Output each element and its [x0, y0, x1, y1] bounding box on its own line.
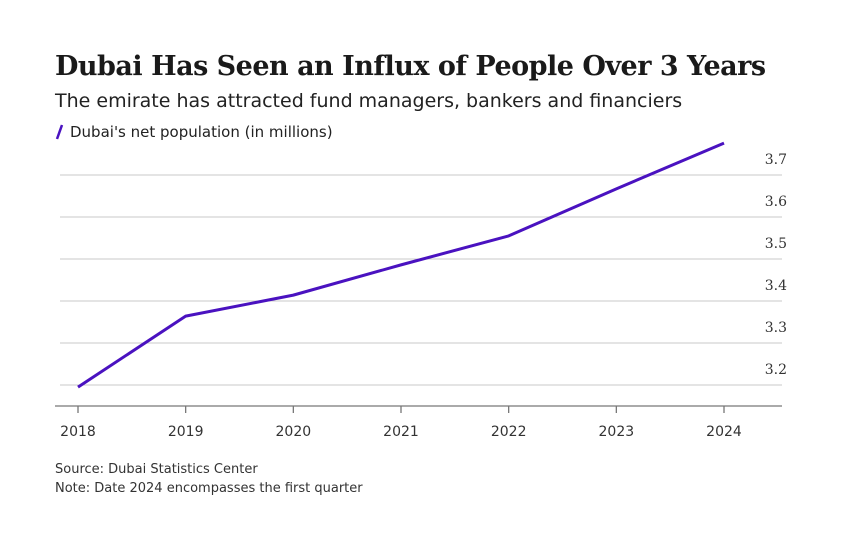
y-tick-label: 3.5	[765, 236, 787, 252]
y-tick-label: 3.6	[765, 194, 787, 210]
x-tick-label: 2023	[599, 424, 635, 440]
x-tick-label: 2019	[168, 424, 204, 440]
chart-subtitle: The emirate has attracted fund managers,…	[54, 90, 682, 112]
x-tick-label: 2022	[491, 424, 527, 440]
legend-swatch	[55, 124, 64, 140]
y-tick-label: 3.4	[765, 278, 787, 294]
data-line	[77, 141, 725, 389]
y-tick-label: 3.7	[765, 152, 787, 168]
footnote: Note: Date 2024 encompasses the first qu…	[55, 481, 363, 496]
x-tick-label: 2024	[706, 424, 742, 440]
y-tick-label: 3.2	[765, 362, 787, 378]
source-note: Source: Dubai Statistics Center	[55, 462, 258, 477]
x-tick-label: 2018	[60, 424, 96, 440]
x-tick-label: 2021	[383, 424, 419, 440]
x-tick-label: 2020	[276, 424, 312, 440]
y-tick-label: 3.3	[765, 320, 787, 336]
chart-title: Dubai Has Seen an Influx of People Over …	[55, 51, 766, 82]
legend-label: Dubai's net population (in millions)	[70, 123, 333, 141]
